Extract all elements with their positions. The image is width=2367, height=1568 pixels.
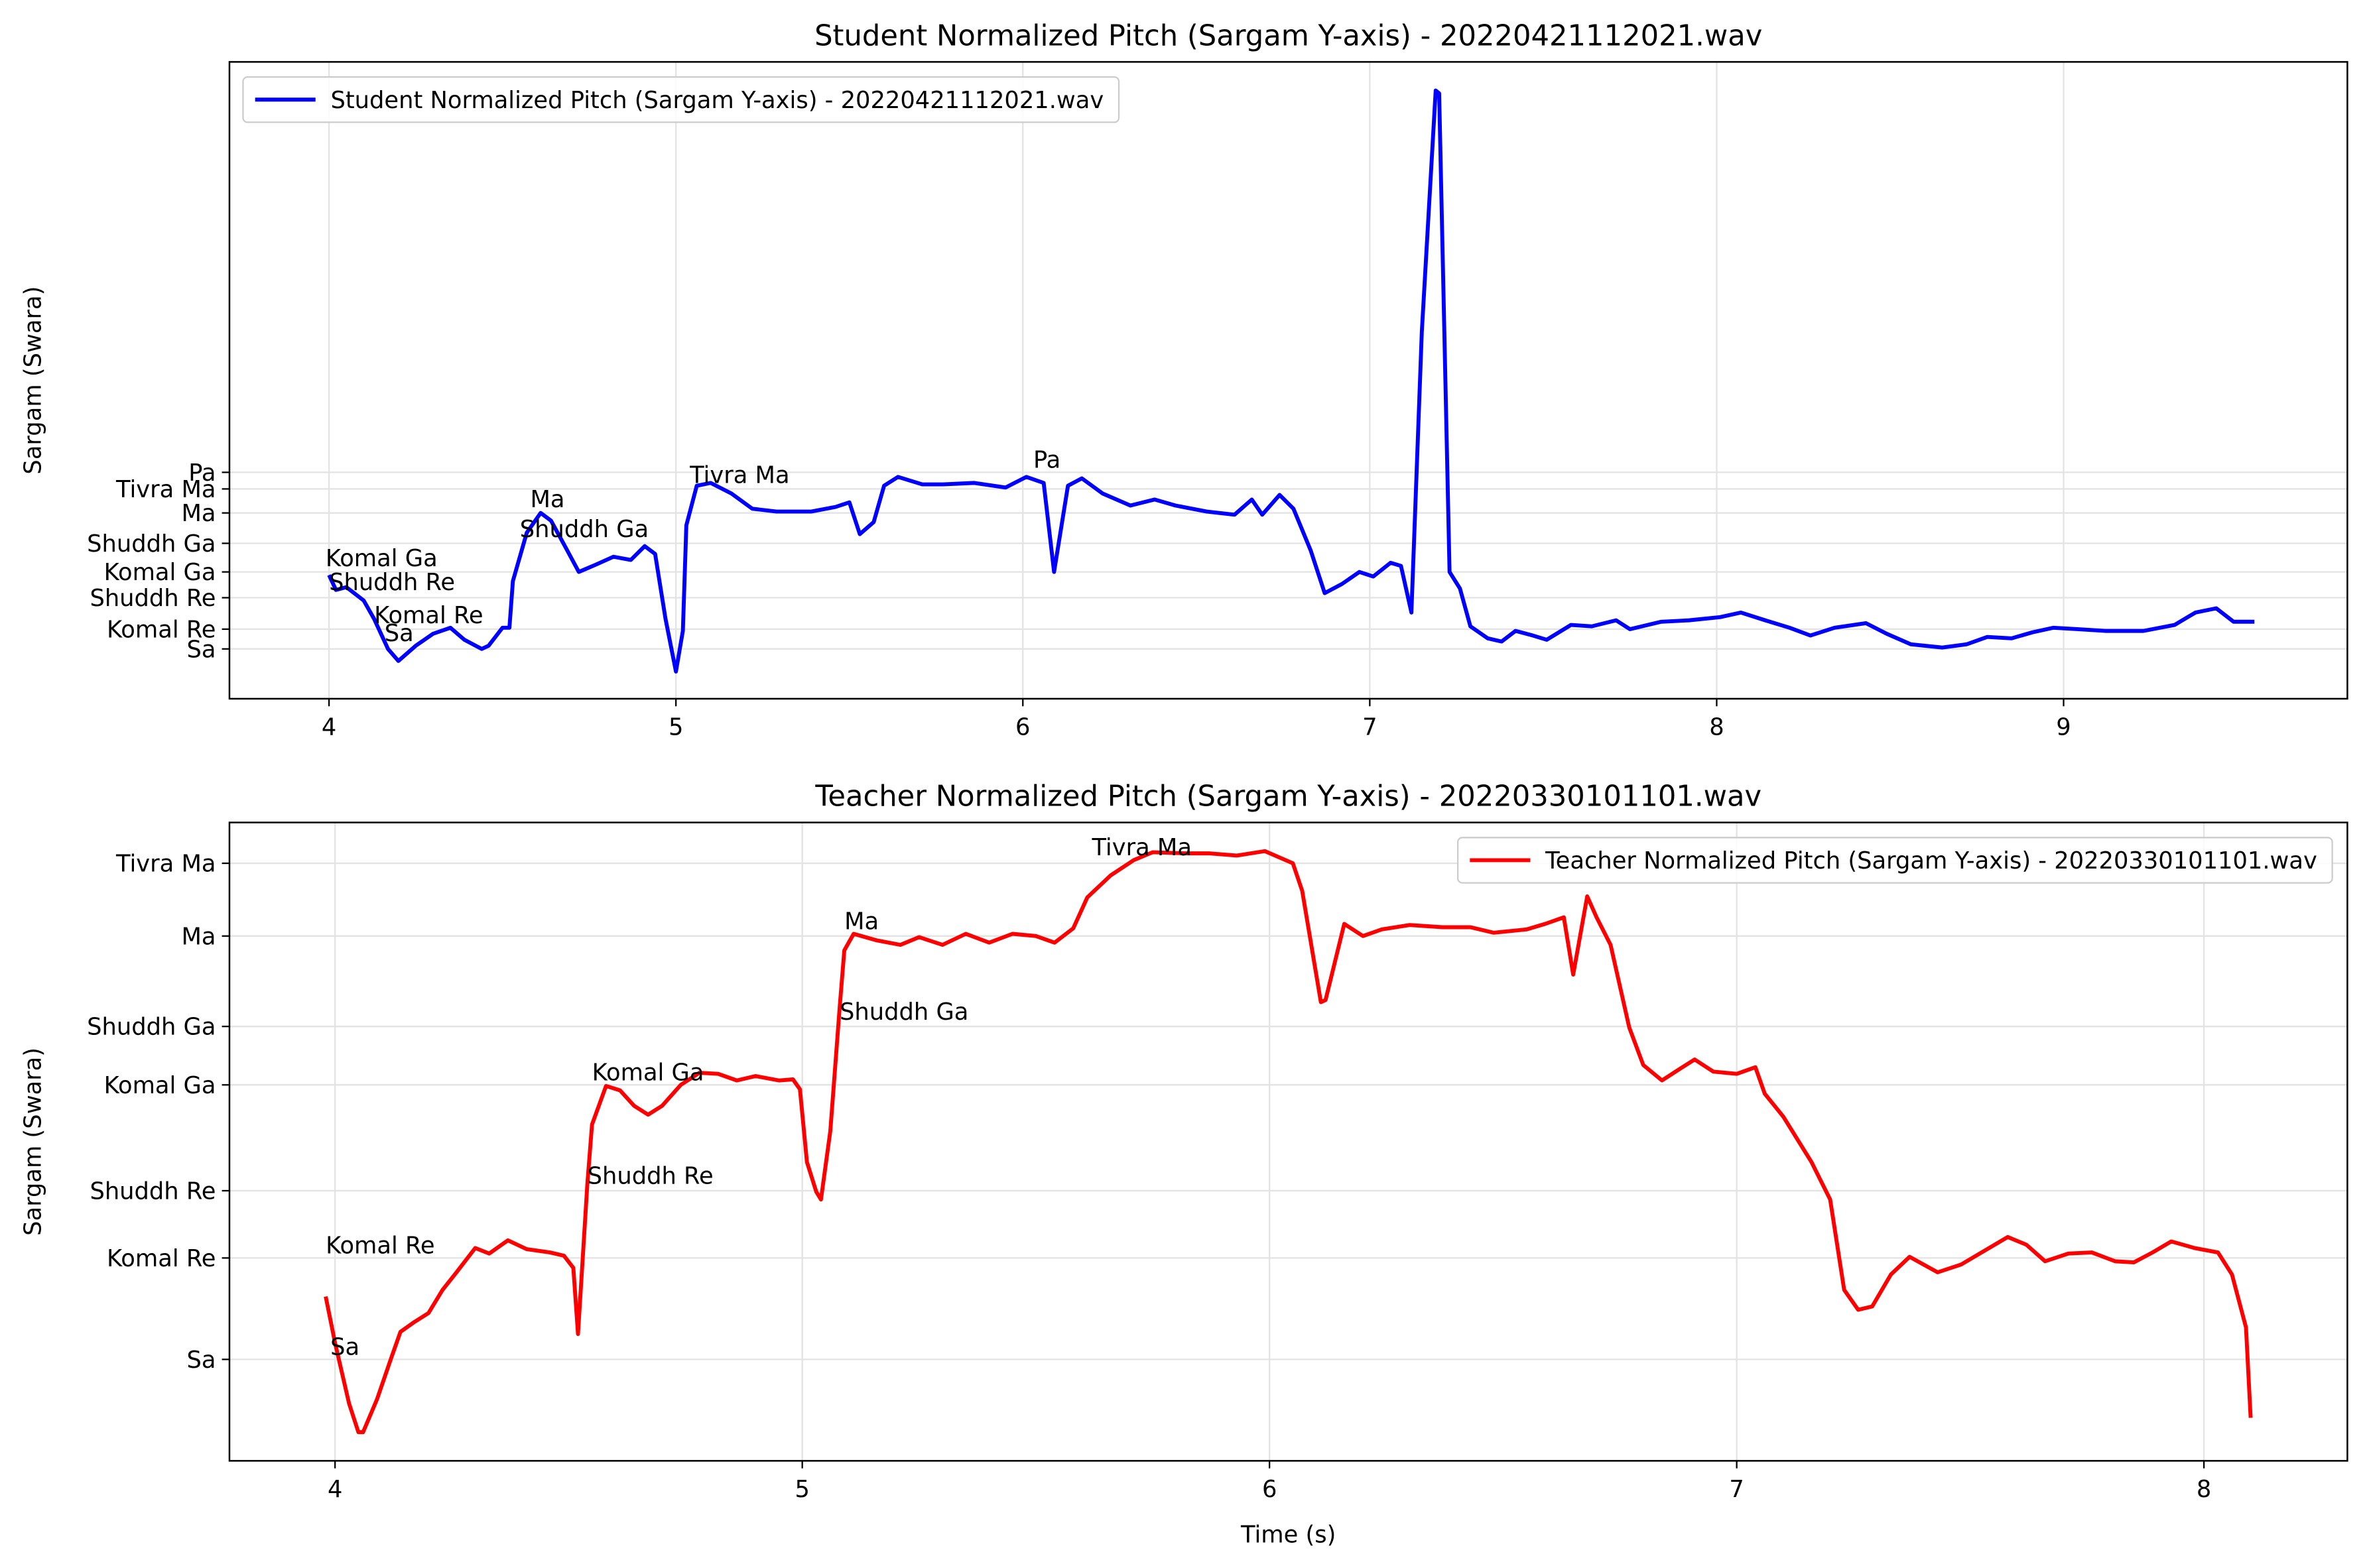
y-axis-label: Sargam (Swara)	[19, 286, 46, 475]
annotation: Komal Ga	[592, 1059, 704, 1086]
annotation: Komal Re	[326, 1232, 435, 1259]
y-tick-label: Tivra Ma	[115, 476, 216, 503]
annotation: Shuddh Ga	[840, 998, 968, 1026]
y-tick-label: Sa	[186, 636, 216, 663]
x-tick-label: 8	[1709, 714, 1724, 741]
x-tick-label: 7	[1362, 714, 1377, 741]
chart-title: Teacher Normalized Pitch (Sargam Y-axis)…	[814, 780, 1761, 814]
x-tick-label: 5	[669, 714, 683, 741]
pitch-line	[327, 88, 2255, 674]
y-tick-label: Shuddh Ga	[87, 1014, 216, 1041]
x-tick-label: 4	[328, 1476, 342, 1503]
plot-frame	[228, 61, 2348, 700]
y-tick-label: Komal Ga	[104, 559, 216, 586]
y-tick-label: Shuddh Re	[90, 1177, 216, 1205]
annotation: Sa	[385, 620, 414, 647]
y-axis-label: Sargam (Swara)	[19, 1048, 46, 1236]
annotation: Sa	[330, 1333, 359, 1360]
y-tick-label: Komal Ga	[104, 1072, 216, 1099]
y-tick-label: Komal Re	[107, 1245, 216, 1272]
y-tick-label: Ma	[181, 923, 216, 950]
y-tick-label: Ma	[181, 500, 216, 527]
legend-box	[1456, 837, 2333, 884]
y-tick-label: Sa	[186, 1347, 216, 1374]
x-tick-label: 9	[2056, 714, 2071, 741]
x-tick-label: 6	[1015, 714, 1030, 741]
y-tick-label: Shuddh Ga	[87, 530, 216, 558]
y-tick-label: Shuddh Re	[90, 585, 216, 612]
legend: Student Normalized Pitch (Sargam Y-axis)…	[242, 76, 1120, 123]
annotation: Shuddh Re	[329, 569, 455, 596]
legend-label: Teacher Normalized Pitch (Sargam Y-axis)…	[1545, 847, 2317, 874]
annotation: Komal Re	[374, 602, 483, 629]
chart-title: Student Normalized Pitch (Sargam Y-axis)…	[814, 19, 1762, 52]
y-tick-label: Pa	[188, 459, 216, 487]
annotation: Shuddh Re	[588, 1163, 714, 1190]
x-axis-label: Time (s)	[1240, 1521, 1336, 1548]
annotation: Ma	[530, 486, 564, 513]
annotation: Tivra Ma	[1091, 834, 1191, 861]
x-tick-label: 8	[2197, 1476, 2211, 1503]
y-tick-label: Tivra Ma	[115, 851, 216, 878]
legend: Teacher Normalized Pitch (Sargam Y-axis)…	[1456, 837, 2333, 884]
annotation: Pa	[1033, 447, 1060, 474]
annotation: Tivra Ma	[689, 462, 789, 489]
x-tick-label: 7	[1729, 1476, 1744, 1503]
plot-frame	[228, 821, 2348, 1462]
annotation: Ma	[844, 908, 879, 935]
x-tick-label: 5	[795, 1476, 809, 1503]
legend-label: Student Normalized Pitch (Sargam Y-axis)…	[330, 87, 1104, 114]
annotation: Shuddh Ga	[520, 516, 649, 543]
x-tick-label: 4	[322, 714, 336, 741]
legend-box	[242, 76, 1120, 123]
x-tick-label: 6	[1262, 1476, 1277, 1503]
pitch-line	[324, 849, 2253, 1435]
annotation: Komal Ga	[326, 545, 438, 572]
y-tick-label: Komal Re	[107, 616, 216, 643]
